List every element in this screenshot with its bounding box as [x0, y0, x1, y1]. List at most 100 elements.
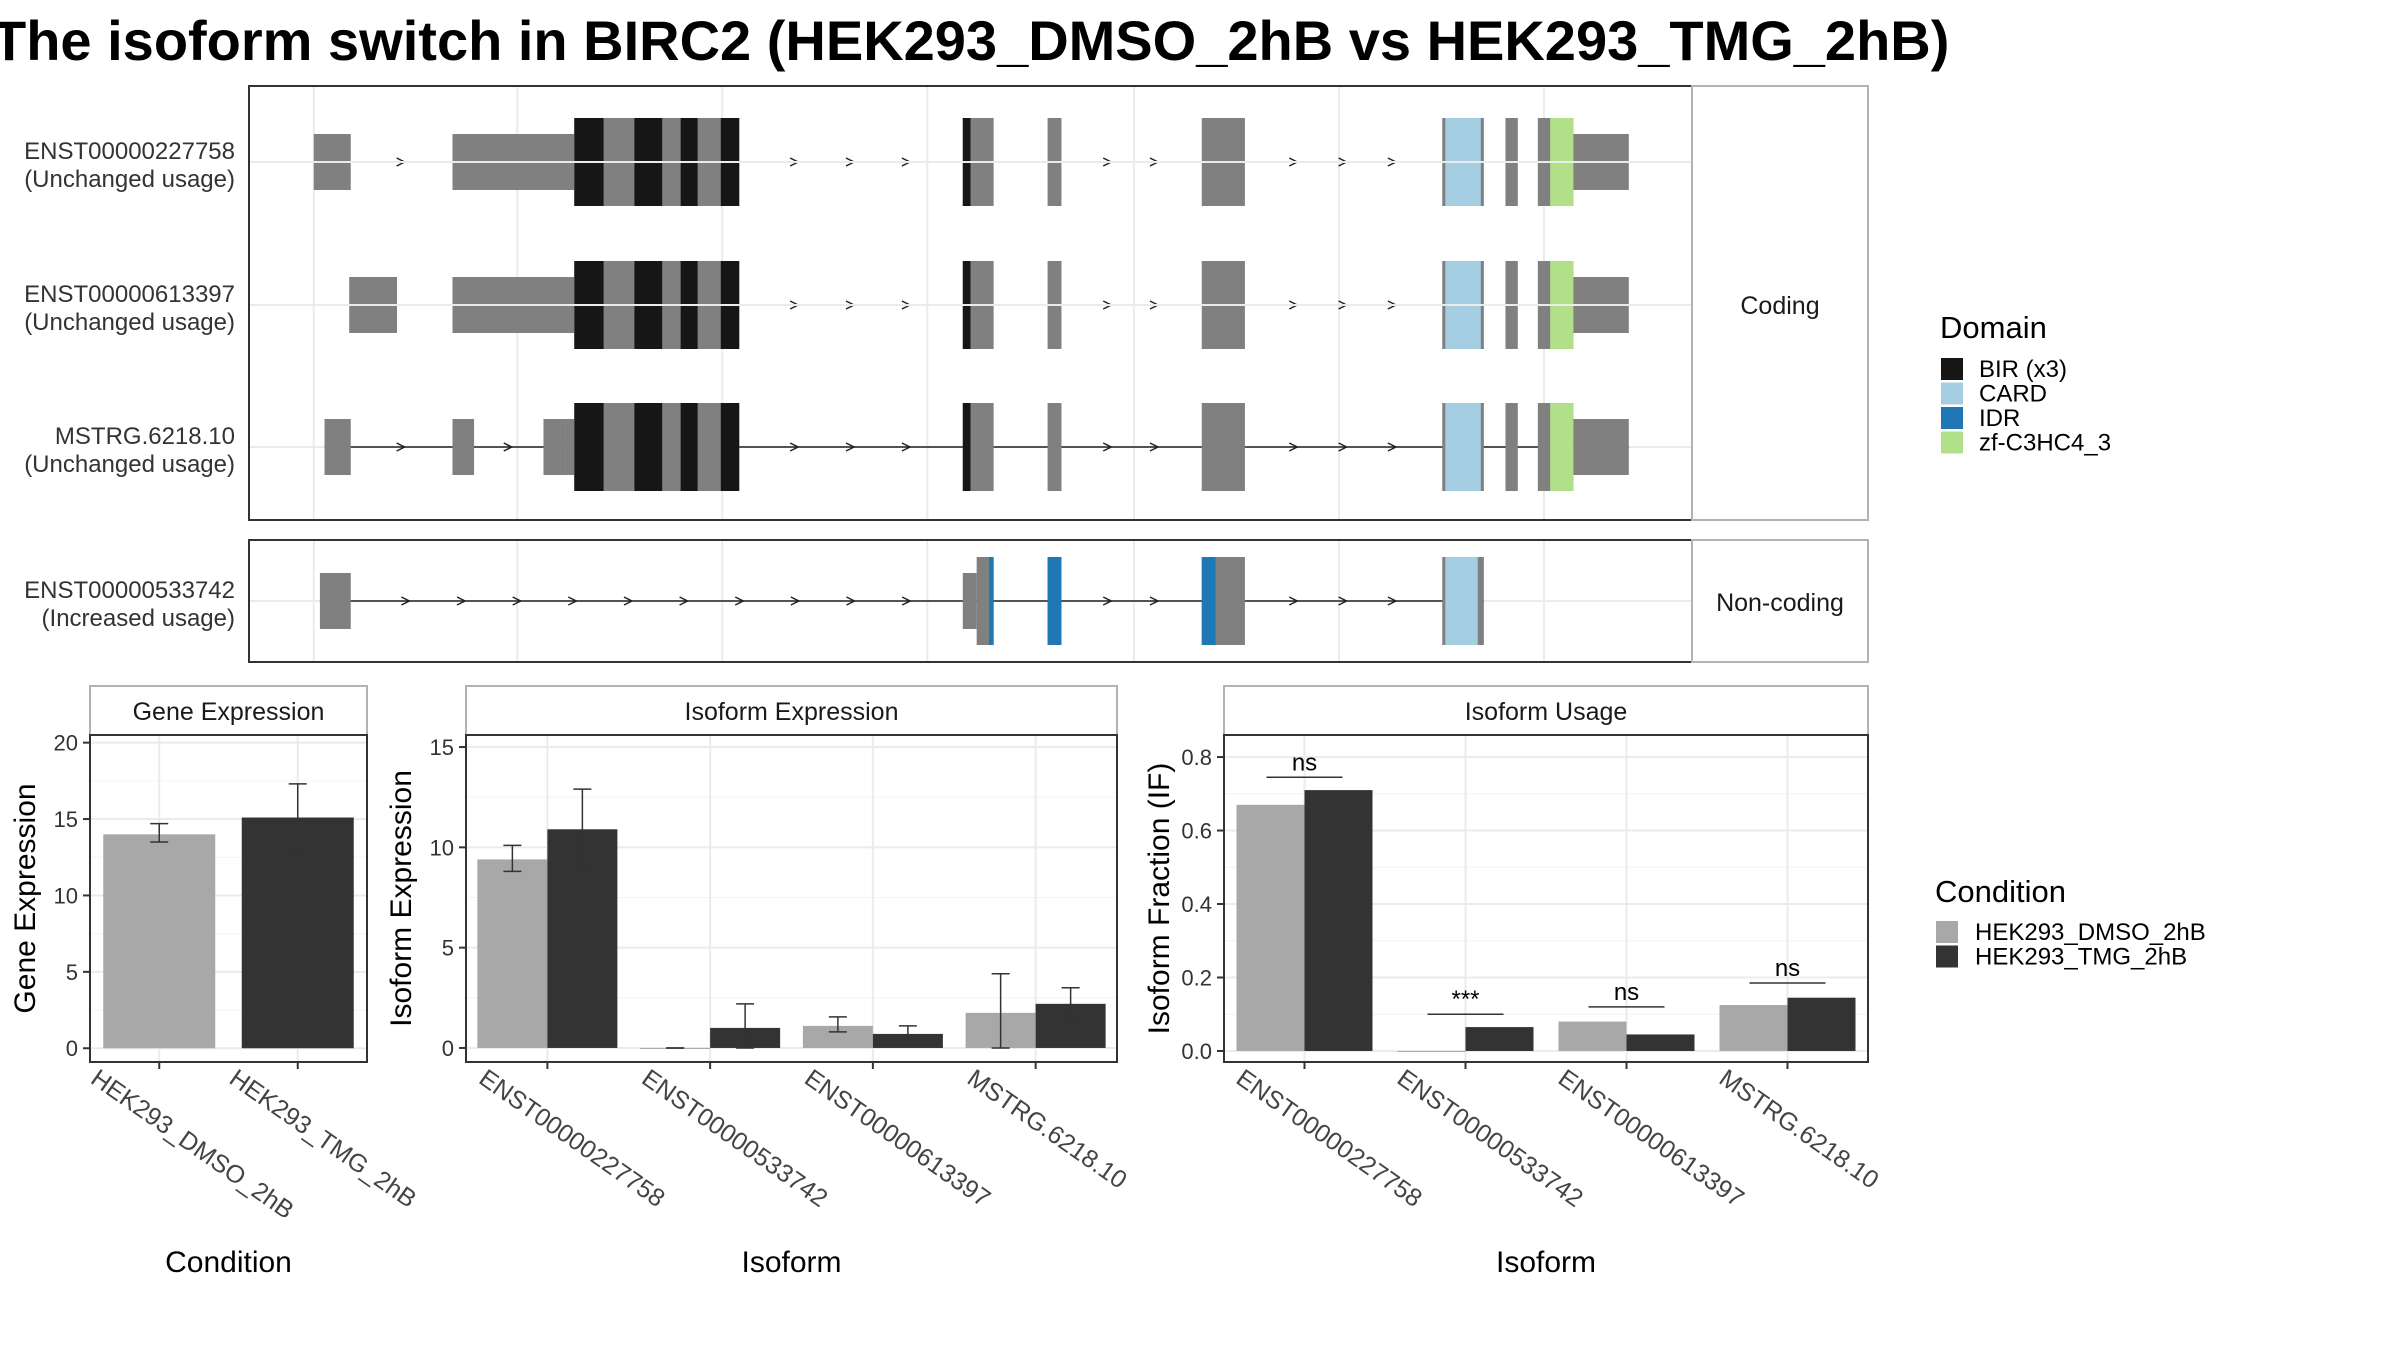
domain-segment — [720, 403, 740, 491]
intron-arrow — [503, 442, 514, 452]
exon-block — [1047, 403, 1062, 491]
x-tick-label: MSTRG.6218.10 — [962, 1064, 1132, 1195]
y-tick-label: 0.2 — [1181, 965, 1212, 990]
domain-segment — [1201, 557, 1216, 645]
data-bar — [1626, 1034, 1695, 1051]
data-bar — [1397, 1050, 1466, 1052]
data-bar — [1236, 804, 1305, 1051]
intron-arrow — [456, 596, 467, 606]
domain-legend-key — [1941, 358, 1963, 380]
intron-arrow — [1338, 442, 1349, 452]
intron-arrow — [396, 442, 407, 452]
exon-block — [1201, 403, 1245, 491]
transcript-usage-label: (Unchanged usage) — [24, 309, 235, 336]
intron-arrow — [623, 596, 634, 606]
intron-arrow — [567, 596, 578, 606]
y-tick-label: 15 — [430, 735, 454, 760]
transcript-usage-label: (Unchanged usage) — [24, 166, 235, 193]
exon-block — [543, 419, 566, 475]
intron-arrow — [790, 596, 801, 606]
exon-block — [1573, 419, 1629, 475]
transcript-id-label: ENST00000227758 — [24, 138, 235, 165]
condition-legend-label: HEK293_DMSO_2hB — [1975, 919, 2206, 946]
y-tick-label: 15 — [54, 807, 78, 832]
intron-arrow — [901, 442, 912, 452]
data-bar — [1465, 1027, 1534, 1051]
domain-legend-key — [1941, 431, 1963, 454]
intron-arrow — [1102, 596, 1113, 606]
x-axis-title: Isoform — [1496, 1246, 1596, 1279]
panel-title: Isoform Expression — [685, 698, 899, 726]
intron-arrow — [1149, 596, 1160, 606]
intron-arrow — [1102, 442, 1113, 452]
x-tick-label: MSTRG.6218.10 — [1714, 1064, 1884, 1195]
y-tick-label: 5 — [66, 960, 78, 985]
intron-arrow — [401, 596, 412, 606]
domain-segment — [634, 403, 663, 491]
intron-arrow — [1288, 596, 1299, 606]
y-tick-label: 0.4 — [1181, 892, 1212, 917]
intron-arrow — [1338, 596, 1349, 606]
coding-strip-label: Coding — [1740, 292, 1819, 320]
intron-arrow — [845, 442, 856, 452]
y-axis-title: Gene Expression — [9, 783, 42, 1013]
coding-strip — [1691, 85, 1869, 521]
domain-legend-label: IDR — [1979, 405, 2020, 432]
data-bar — [1558, 1021, 1627, 1051]
data-bar — [1719, 1005, 1788, 1051]
domain-segment — [680, 403, 698, 491]
intron-arrow — [901, 596, 912, 606]
significance-label: ns — [1292, 749, 1317, 776]
data-bar — [241, 817, 354, 1049]
y-tick-label: 0.0 — [1181, 1039, 1212, 1064]
x-axis-title: Condition — [165, 1246, 292, 1279]
data-bar — [103, 834, 216, 1049]
intron-arrow — [1149, 442, 1160, 452]
domain-legend-label: BIR (x3) — [1979, 356, 2067, 383]
data-bar — [1787, 997, 1856, 1051]
condition-legend-key — [1936, 921, 1958, 943]
intron-arrow — [512, 596, 523, 606]
domain-segment — [574, 403, 604, 491]
domain-legend-key — [1941, 382, 1963, 405]
significance-label: ns — [1614, 979, 1639, 1006]
transcript-id-label: ENST00000533742 — [24, 577, 235, 604]
y-axis-title: Isoform Expression — [385, 770, 418, 1027]
y-tick-label: 10 — [54, 883, 78, 908]
figure-title: The isoform switch in BIRC2 (HEK293_DMSO… — [0, 9, 1950, 72]
condition-legend-title: Condition — [1935, 874, 2066, 909]
panel-strip — [89, 685, 368, 736]
domain-legend-label: CARD — [1979, 381, 2047, 408]
exon-block — [565, 419, 575, 475]
condition-legend-key — [1936, 945, 1958, 968]
panel-title: Gene Expression — [133, 698, 325, 726]
intron-arrow — [679, 596, 690, 606]
data-bar — [802, 1025, 873, 1048]
y-tick-label: 0 — [442, 1036, 454, 1061]
y-tick-label: 20 — [54, 731, 78, 756]
domain-legend-key — [1941, 407, 1963, 429]
x-axis-title: Isoform — [741, 1246, 841, 1279]
noncoding-strip — [1691, 539, 1869, 663]
y-tick-label: 0 — [66, 1036, 78, 1061]
y-axis-title: Isoform Fraction (IF) — [1143, 763, 1176, 1035]
y-tick-label: 5 — [442, 936, 454, 961]
transcript-id-label: MSTRG.6218.10 — [55, 423, 235, 450]
y-tick-label: 10 — [430, 835, 454, 860]
domain-segment — [962, 403, 971, 491]
y-tick-label: 0.6 — [1181, 819, 1212, 844]
data-bar — [1304, 790, 1373, 1051]
data-bar — [477, 859, 548, 1048]
intron-arrow — [1288, 442, 1299, 452]
exon-block — [324, 419, 351, 475]
exon-block — [962, 573, 977, 629]
domain-legend-title: Domain — [1940, 310, 2047, 345]
panel-title: Isoform Usage — [1465, 698, 1628, 726]
significance-label: *** — [1451, 986, 1479, 1013]
transcript-usage-label: (Increased usage) — [42, 605, 235, 632]
panel-strip — [465, 685, 1118, 736]
y-tick-label: 0.8 — [1181, 745, 1212, 770]
intron-arrow — [734, 596, 745, 606]
